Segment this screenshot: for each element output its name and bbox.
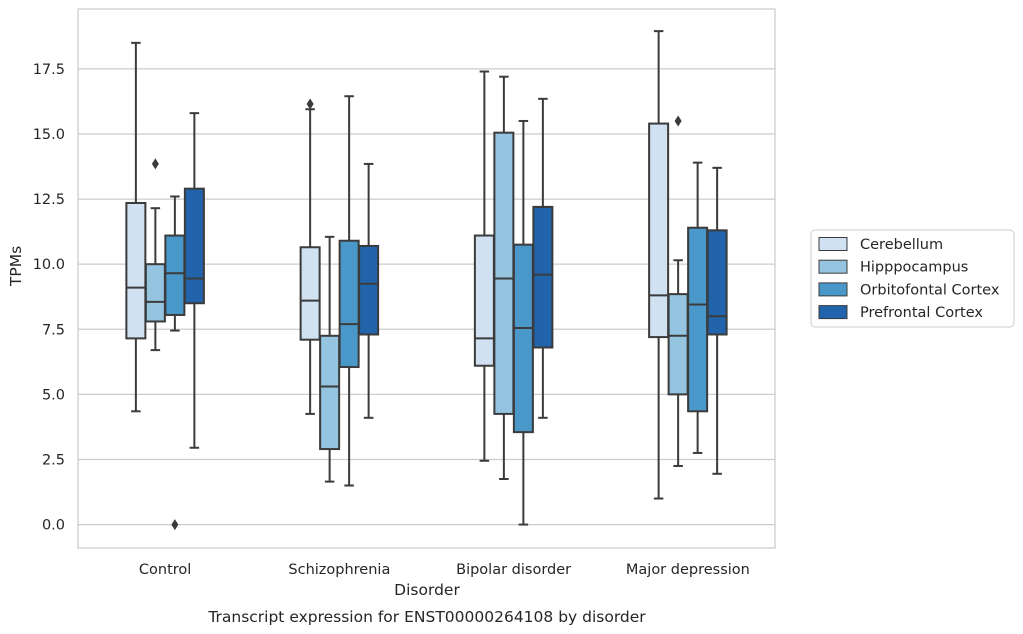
outlier-point	[151, 158, 159, 170]
box-body	[473, 234, 495, 367]
box-1-1	[319, 235, 341, 483]
box-3-0	[648, 30, 670, 500]
x-tick-label: Control	[139, 562, 191, 578]
legend-frame	[810, 229, 1015, 328]
box-2-3	[532, 97, 554, 419]
y-tick-label: 0.0	[42, 518, 65, 534]
y-tick-label: 17.5	[33, 62, 65, 78]
x-tick-label: Bipolar disorder	[456, 562, 571, 578]
box-body	[299, 246, 321, 341]
box-body	[648, 122, 670, 339]
x-axis-ticks: Control Schizophrenia Bipolar disorder Majo…	[139, 562, 750, 578]
box-body	[706, 229, 728, 336]
legend-label: Cerebellum	[860, 237, 943, 253]
plot-area-frame	[77, 8, 776, 549]
box-body	[164, 234, 186, 316]
y-tick-label: 12.5	[33, 192, 65, 208]
outlier-point	[171, 519, 179, 531]
legend-swatch	[818, 282, 848, 297]
box-body	[358, 244, 380, 336]
box-body	[338, 239, 360, 369]
outlier-point	[674, 115, 682, 127]
box-3-3	[706, 166, 728, 475]
box-body	[493, 131, 515, 415]
box-body	[319, 334, 341, 451]
legend-swatch	[818, 305, 848, 320]
box-body	[144, 263, 166, 323]
box-body	[183, 187, 205, 305]
box-1-3	[358, 162, 380, 419]
x-axis-label: Disorder	[394, 581, 460, 599]
x-tick-label: Major depression	[626, 562, 750, 578]
legend-label: Prefrontal Cortex	[860, 305, 983, 321]
y-tick-label: 5.0	[42, 387, 65, 403]
y-tick-label: 15.0	[33, 127, 65, 143]
box-body	[125, 201, 147, 340]
y-tick-label: 7.5	[42, 322, 65, 338]
box-0-0	[125, 41, 147, 413]
y-tick-label: 10.0	[33, 257, 65, 273]
box-elements	[125, 30, 728, 531]
legend-swatch	[818, 237, 848, 251]
legend-label: Hipppocampus	[860, 260, 968, 276]
y-axis-ticks: 0.0 2.5 5.0 7.5 10.0 12.5 15.0 17.5	[33, 62, 65, 534]
y-axis-label: TPMs	[7, 246, 25, 287]
x-tick-label: Schizophrenia	[288, 562, 390, 578]
box-0-3	[183, 112, 205, 449]
outlier-point	[306, 98, 314, 110]
box-body	[532, 205, 554, 349]
legend: Cerebellum Hipppocampus Orbitofontal Corte…	[810, 229, 1015, 328]
legend-label: Orbitofontal Cortex	[860, 282, 1000, 298]
y-tick-label: 2.5	[42, 452, 65, 468]
box-1-0	[299, 98, 321, 415]
box-2-2	[512, 119, 534, 526]
box-body	[512, 243, 534, 434]
box-body	[687, 226, 709, 413]
chart-caption: Transcript expression for ENST0000026410…	[207, 608, 646, 626]
box-body	[667, 293, 689, 396]
legend-swatch	[818, 259, 848, 274]
